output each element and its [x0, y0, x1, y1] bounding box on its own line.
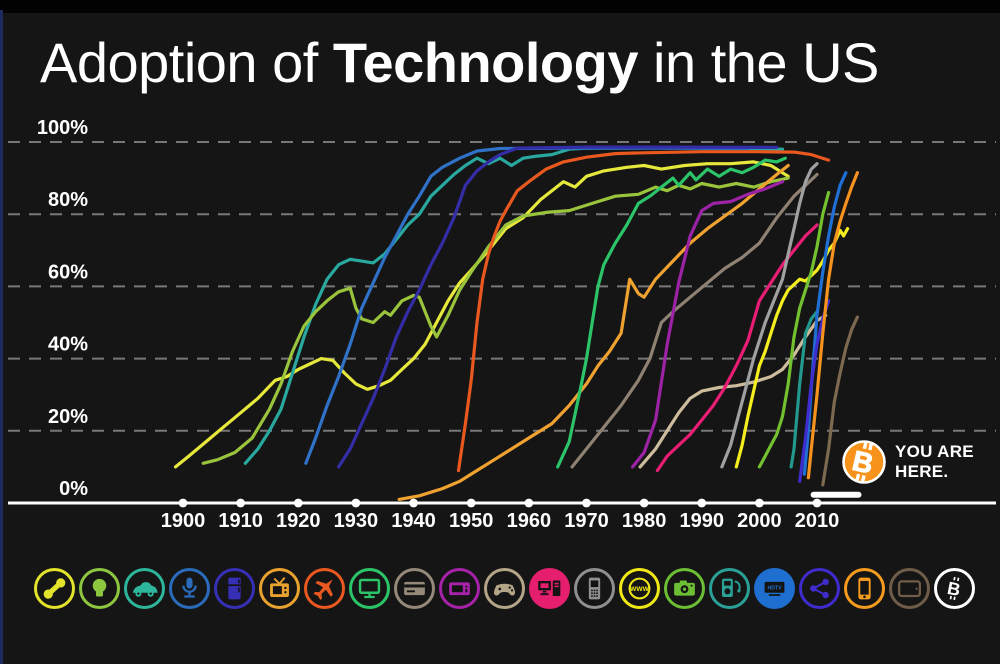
series-mp3_player [789, 310, 819, 469]
axis-dot-2000 [755, 498, 764, 508]
series-credit_card [570, 172, 819, 469]
axis-dot-1990 [697, 498, 707, 508]
bitcoin-icon: B [934, 568, 975, 609]
axis-dot-1910 [236, 498, 246, 508]
series-color_tv [556, 156, 787, 469]
x-label-1950: 1950 [449, 510, 494, 532]
cell-phone-icon [574, 568, 615, 609]
social-share-icon [799, 568, 840, 609]
axis-dot-1960 [524, 498, 534, 508]
axis-dot-1980 [639, 498, 649, 508]
left-edge-stripe [0, 10, 3, 664]
tablet-icon [889, 568, 930, 609]
svg-text:B: B [946, 578, 963, 600]
series-radio [304, 146, 750, 465]
series-digital_camera [757, 190, 831, 469]
x-label-1970: 1970 [564, 510, 609, 532]
technology-icon-legend: WWW HDTV B [34, 568, 975, 609]
axis-dot-1940 [409, 498, 418, 508]
internet-www-icon: WWW [619, 568, 660, 609]
y-label-60: 60% [48, 261, 88, 283]
airplane-icon [304, 568, 345, 609]
radio-mic-icon [169, 568, 210, 609]
series-lines [173, 145, 862, 501]
x-label-2000: 2000 [737, 510, 782, 532]
series-air_travel [397, 163, 790, 501]
series-electricity [243, 146, 785, 465]
refrigerator-icon [214, 568, 255, 609]
lightbulb-icon [79, 568, 120, 609]
x-label-1920: 1920 [276, 510, 321, 532]
series-pc [655, 223, 819, 473]
axis-dot-1930 [351, 498, 361, 508]
series-smartphone [806, 171, 860, 480]
axis-dot-1950 [466, 498, 476, 508]
x-label-1930: 1930 [334, 510, 379, 532]
y-label-80: 80% [48, 189, 88, 211]
pc-icon [529, 568, 570, 609]
axis-dot-2010 [812, 498, 822, 508]
smartphone-icon [844, 568, 885, 609]
series-television [456, 150, 831, 473]
bitcoin-coin-icon: B [842, 440, 886, 484]
series-microwave [630, 180, 785, 469]
y-label-20: 20% [48, 406, 88, 428]
title-emphasis: Technology [332, 31, 639, 94]
y-label-100: 100% [37, 117, 88, 139]
series-tablet [821, 315, 860, 487]
title-prefix: Adoption of [40, 31, 333, 94]
game-controller-icon [484, 568, 525, 609]
x-label-2010: 2010 [795, 510, 840, 532]
car-icon [124, 568, 165, 609]
tv-icon [259, 568, 300, 609]
color-tv-icon [349, 568, 390, 609]
y-label-40: 40% [48, 334, 88, 356]
top-border-band [0, 0, 1000, 13]
title-suffix: in the US [637, 31, 879, 94]
x-label-1940: 1940 [391, 510, 436, 532]
svg-text:HDTV: HDTV [767, 585, 782, 591]
microwave-icon [439, 568, 480, 609]
series-cell_phone [720, 162, 819, 469]
telephone-icon [34, 568, 75, 609]
you-are-here-line1: YOU ARE [895, 442, 974, 461]
you-are-here-label: YOU ARE HERE. [895, 442, 974, 482]
x-label-1960: 1960 [507, 510, 552, 532]
gridlines [8, 141, 996, 432]
series-telephone [173, 160, 790, 469]
hdtv-icon: HDTV [754, 568, 795, 609]
x-label-1990: 1990 [680, 510, 725, 532]
x-axis-ticks: 1900 1910 1920 1930 1940 1950 1960 1970 1980 1990… [161, 498, 840, 532]
you-are-here-badge: B YOU ARE HERE. [836, 434, 996, 494]
you-are-here-line2: HERE. [895, 462, 949, 481]
x-label-1980: 1980 [622, 510, 667, 532]
axis-dot-1970 [582, 498, 591, 508]
x-label-1910: 1910 [218, 510, 263, 532]
series-refrigerator [337, 145, 779, 469]
svg-text:WWW: WWW [630, 586, 649, 593]
page-title: Adoption of Technology in the US [40, 30, 980, 96]
camera-icon [664, 568, 705, 609]
y-axis-labels: 100% 80% 60% 40% 20% 0% [37, 117, 88, 500]
x-label-1900: 1900 [161, 510, 206, 532]
mp3-player-icon [709, 568, 750, 609]
axis-dot-1920 [293, 498, 303, 508]
credit-card-icon [394, 568, 435, 609]
y-label-0: 0% [59, 478, 88, 500]
series-video_games [638, 313, 828, 469]
axis-dot-1900 [178, 498, 188, 508]
